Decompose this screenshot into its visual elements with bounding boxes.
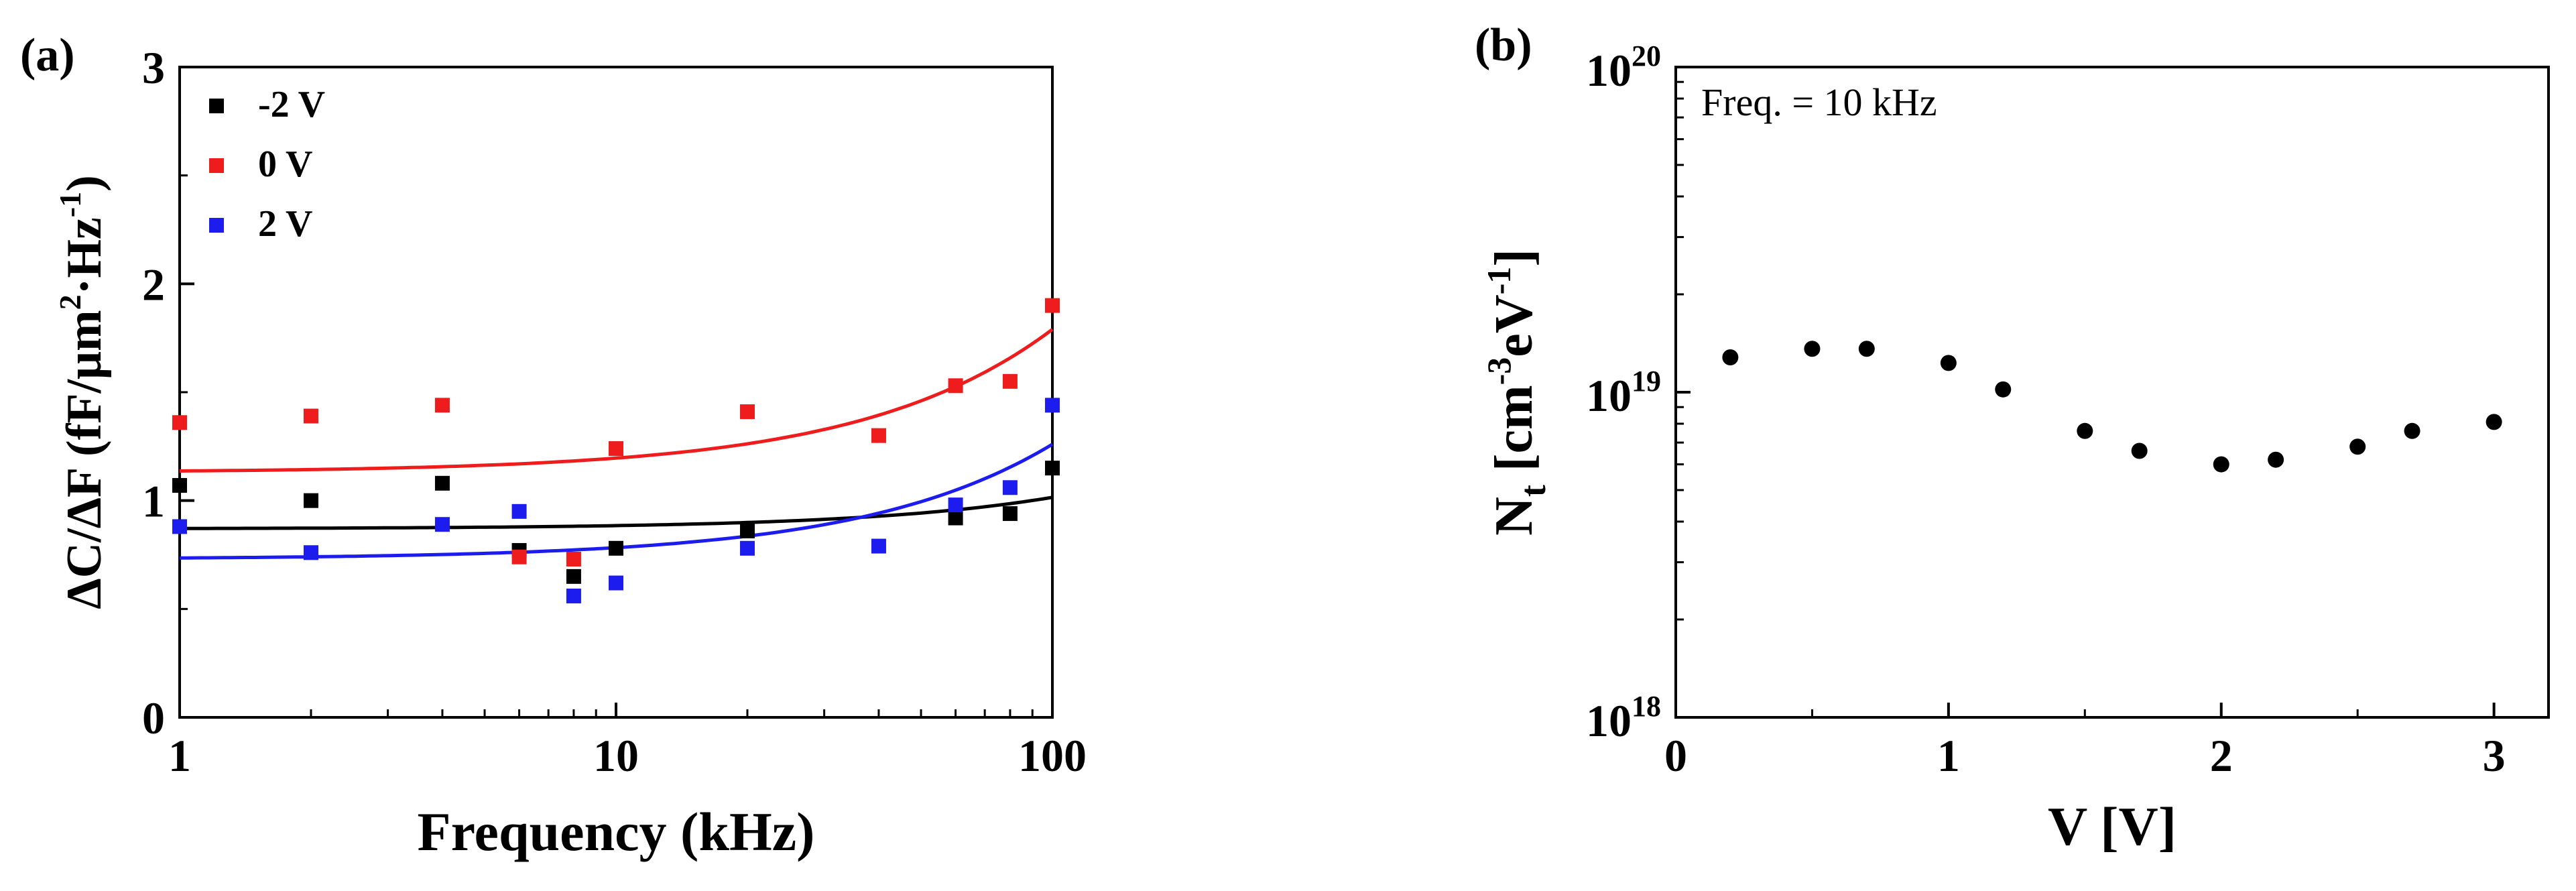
- b-point: [1858, 341, 1875, 357]
- a-point-s1: [609, 441, 623, 457]
- a-x-tick-label: 100: [1018, 730, 1087, 781]
- panel-b-y-axis-title: Nt [cm-3eV-1]: [1480, 249, 1553, 536]
- panel-b-plot-frame: [1674, 66, 2550, 719]
- a-point-s2: [1002, 480, 1018, 495]
- b-point: [1722, 349, 1739, 366]
- y-title-b-part2: [cm: [1485, 385, 1544, 485]
- panel-a-label: (a): [20, 29, 75, 81]
- a-point-s2: [948, 497, 963, 513]
- a-point-s0: [609, 540, 623, 556]
- panel-b-x-axis-title: V [V]: [2048, 796, 2176, 857]
- a-y-tick-label: 2: [142, 259, 165, 310]
- y-title-b-sub1: t: [1513, 485, 1553, 497]
- a-point-s2: [303, 545, 318, 560]
- y-title-a-sup1: 2: [53, 294, 87, 310]
- y-title-b-part1: N: [1485, 497, 1544, 536]
- a-point-s1: [172, 415, 187, 430]
- b-point: [1940, 355, 1957, 371]
- a-point-s0: [739, 523, 755, 538]
- panel-b-data-points: [1722, 341, 2502, 473]
- panel-a-data-points: [172, 298, 1060, 603]
- b-point: [2349, 438, 2366, 455]
- legend-marker-2v: [209, 218, 224, 233]
- b-x-tick-label: 1: [1937, 730, 1960, 781]
- a-fit-curve-1: [179, 328, 1054, 473]
- a-point-s0: [948, 510, 963, 526]
- a-point-s2: [172, 519, 187, 534]
- a-point-s1: [566, 551, 581, 567]
- b-y-tick-label: 1019: [1586, 365, 1661, 421]
- a-point-s0: [434, 475, 450, 491]
- b-x-tick-label: 2: [2210, 730, 2233, 781]
- b-point: [2077, 422, 2093, 439]
- a-x-tick-label: 1: [168, 730, 191, 781]
- a-point-s2: [609, 575, 623, 591]
- b-point: [2404, 422, 2420, 439]
- panel-a-legend: -2 V 0 V 2 V: [209, 84, 325, 245]
- y-title-a-part1: ΔC/ΔF (fF/μm: [57, 310, 112, 609]
- a-point-s1: [1002, 373, 1018, 389]
- legend-entry-0v: 0 V: [209, 143, 312, 185]
- legend-entry-2v: 2 V: [209, 203, 312, 245]
- a-point-s1: [871, 428, 886, 443]
- a-point-s1: [948, 378, 963, 394]
- legend-marker-0v: [209, 158, 224, 173]
- a-point-s0: [303, 493, 318, 508]
- a-point-s2: [739, 540, 755, 556]
- b-point: [2213, 456, 2229, 473]
- panel-b: (b) Freq. = 10 kHz 0 1 2 3 1018 1019 1020 V [V…: [1475, 19, 2550, 857]
- legend-label-0v: 0 V: [258, 143, 312, 185]
- panel-a-y-axis-title: ΔC/ΔF (fF/μm2·Hz-1): [53, 175, 112, 609]
- y-title-b-sup1: -3: [1480, 357, 1518, 385]
- y-title-a-part3: ): [57, 175, 112, 192]
- b-point: [1804, 341, 1821, 357]
- b-y-tick-label: 1020: [1586, 40, 1661, 96]
- b-y-tick-label: 1018: [1586, 690, 1661, 746]
- a-point-s0: [1002, 506, 1018, 522]
- legend-label-2v: 2 V: [258, 203, 312, 245]
- b-point: [2268, 451, 2284, 468]
- legend-marker-minus2v: [209, 99, 224, 113]
- a-point-s2: [434, 517, 450, 532]
- a-point-s1: [739, 404, 755, 420]
- b-point: [2486, 414, 2502, 430]
- panel-a-x-axis-title: Frequency (kHz): [418, 801, 815, 862]
- a-point-s1: [1045, 298, 1060, 313]
- a-point-s1: [303, 408, 318, 424]
- a-point-s0: [172, 478, 187, 493]
- b-x-tick-label: 3: [2483, 730, 2506, 781]
- panel-b-tick-labels: 0 1 2 3 1018 1019 1020: [1586, 40, 2506, 781]
- a-point-s0: [566, 569, 581, 584]
- panel-b-label: (b): [1475, 19, 1532, 71]
- y-title-a-sup2: -1: [53, 192, 87, 217]
- a-y-tick-label: 0: [142, 693, 165, 744]
- b-point: [1995, 381, 2012, 398]
- a-point-s2: [871, 538, 886, 554]
- a-point-s2: [511, 503, 527, 519]
- a-y-tick-label: 3: [142, 42, 165, 93]
- b-point: [2131, 442, 2148, 459]
- legend-entry-minus2v: -2 V: [209, 84, 325, 125]
- a-point-s1: [434, 398, 450, 413]
- y-title-b-part4: ]: [1485, 249, 1544, 267]
- a-fit-curve-0: [180, 495, 1053, 530]
- b-x-tick-label: 0: [1664, 730, 1687, 781]
- y-title-b-part3: eV: [1485, 294, 1544, 357]
- a-x-tick-label: 10: [593, 730, 639, 781]
- a-point-s2: [1045, 398, 1060, 413]
- a-point-s0: [1045, 461, 1060, 476]
- panel-a-ticks: [178, 66, 1054, 719]
- panel-b-ticks: [1674, 66, 2496, 719]
- a-point-s1: [511, 549, 527, 565]
- y-title-a-part2: ·Hz: [57, 217, 112, 294]
- legend-label-minus2v: -2 V: [258, 84, 325, 125]
- y-title-b-sup2: -1: [1480, 267, 1518, 295]
- a-y-tick-label: 1: [142, 476, 165, 527]
- panel-b-annotation: Freq. = 10 kHz: [1701, 80, 1937, 124]
- a-point-s2: [566, 588, 581, 603]
